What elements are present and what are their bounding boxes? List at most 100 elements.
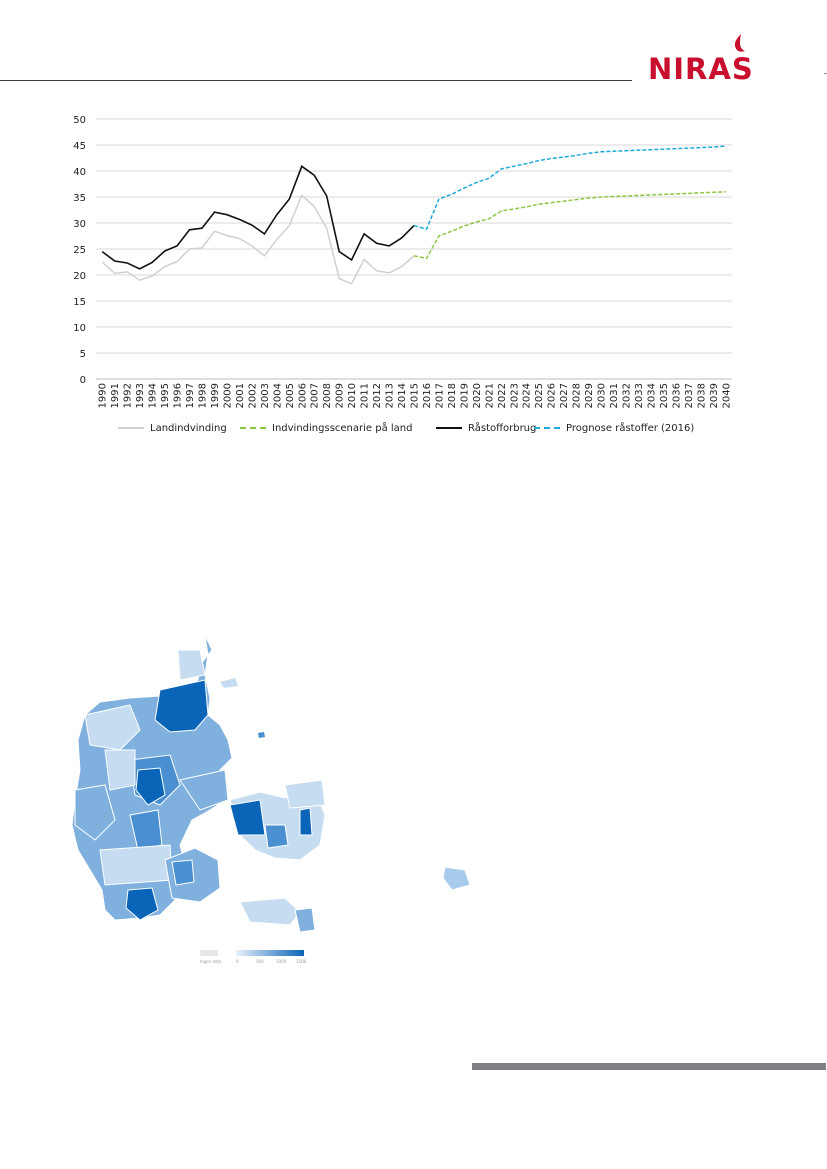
series-line-0 (101, 194, 415, 285)
legend-swatch (436, 427, 462, 429)
series-line-3 (413, 145, 726, 231)
map-region-falster (294, 907, 316, 933)
chart-legend: Landindvinding Indvindingsscenarie på la… (118, 418, 738, 438)
x-tick-label: 2012 (372, 383, 383, 408)
legend-item-landindvinding: Landindvinding (118, 418, 227, 438)
x-tick-label: 2038 (696, 383, 707, 408)
y-tick-label: 0 (80, 375, 86, 386)
x-tick-label: 2025 (534, 383, 545, 408)
map-region-zealand-mid (264, 824, 289, 849)
x-tick-label: 2005 (285, 383, 296, 408)
x-tick-label: 2017 (434, 383, 445, 408)
x-tick-label: 2036 (671, 383, 682, 408)
x-tick-label: 1998 (198, 383, 209, 408)
x-tick-label: 2015 (410, 383, 421, 408)
x-tick-label: 2020 (472, 383, 483, 408)
map-region-zealand-west (229, 799, 266, 836)
x-tick-label: 1990 (98, 383, 109, 408)
map-region-copenhagen (299, 807, 313, 836)
y-tick-label: 45 (73, 141, 86, 152)
margin-mark (824, 73, 827, 74)
map-region-westcoast (74, 784, 116, 841)
legend-item-indvindingsscenarie: Indvindingsscenarie på land (240, 418, 412, 438)
x-tick-label: 1991 (110, 383, 121, 408)
map-region-northeast (177, 649, 206, 681)
x-tick-label: 2001 (235, 383, 246, 408)
logo-wordmark: NIRAS (648, 52, 754, 86)
x-tick-label: 1995 (160, 383, 171, 408)
x-tick-label: 1993 (135, 383, 146, 408)
x-tick-label: 2037 (684, 383, 695, 408)
x-tick-label: 2009 (335, 383, 346, 408)
y-tick-label: 10 (73, 323, 86, 334)
footer-bar (472, 1063, 826, 1070)
header-divider (0, 80, 632, 81)
legend-label: Indvindingsscenarie på land (272, 422, 413, 434)
map-legend-gradient (236, 950, 304, 956)
y-tick-label: 15 (73, 297, 86, 308)
x-tick-label: 2023 (509, 383, 520, 408)
flame-icon (734, 34, 745, 52)
map-svg: Ingen data 0 500 1000 1500 (71, 634, 471, 964)
x-tick-label: 1997 (185, 383, 196, 408)
x-tick-label: 2033 (634, 383, 645, 408)
x-tick-label: 2013 (385, 383, 396, 408)
x-tick-label: 2040 (721, 383, 732, 408)
map-region-west-north (84, 704, 141, 751)
x-tick-label: 2004 (272, 383, 283, 408)
x-tick-label: 2028 (572, 383, 583, 408)
x-tick-label: 2029 (584, 383, 595, 408)
x-tick-label: 2022 (497, 383, 508, 408)
x-tick-label: 2016 (422, 383, 433, 408)
x-tick-label: 2006 (297, 383, 308, 408)
map-region-herning (104, 749, 136, 791)
map-legend-nodata-label: Ingen data (200, 959, 222, 964)
series-line-2 (101, 165, 415, 270)
map-legend-tick: 500 (256, 959, 264, 964)
y-tick-label: 5 (80, 349, 86, 360)
x-tick-label: 1999 (210, 383, 221, 408)
map-region-bornholm (442, 866, 471, 891)
x-tick-label: 1994 (148, 383, 159, 408)
x-tick-label: 2039 (709, 383, 720, 408)
map-region-sonderborg (125, 887, 159, 921)
x-tick-label: 2011 (360, 383, 371, 408)
niras-logo: NIRAS (640, 30, 790, 90)
map-legend-tick: 1500 (296, 959, 307, 964)
legend-item-rastofforbrug: Råstofforbrug (436, 418, 536, 438)
legend-swatch (240, 427, 266, 429)
y-tick-label: 30 (73, 219, 86, 230)
y-tick-label: 50 (73, 115, 86, 126)
x-tick-label: 1992 (123, 383, 134, 408)
legend-label: Landindvinding (150, 422, 227, 434)
x-tick-label: 2031 (609, 383, 620, 408)
map-region-aarhus (179, 769, 229, 811)
map-region-south (99, 844, 173, 886)
map-region-laeso (220, 678, 238, 688)
x-tick-label: 2014 (397, 383, 408, 408)
x-tick-label: 2030 (597, 383, 608, 408)
map-legend-nodata-swatch (200, 950, 218, 956)
y-tick-label: 20 (73, 271, 86, 282)
y-tick-label: 40 (73, 167, 86, 178)
x-tick-label: 2010 (347, 383, 358, 408)
map-region-anholt (258, 732, 265, 738)
map-legend-tick: 1000 (276, 959, 287, 964)
map-legend-tick: 0 (236, 959, 239, 964)
x-tick-label: 2026 (547, 383, 558, 408)
x-tick-label: 2027 (559, 383, 570, 408)
legend-swatch (534, 427, 560, 429)
x-tick-label: 2032 (622, 383, 633, 408)
x-tick-label: 1996 (173, 383, 184, 408)
map-region-lolland (239, 897, 301, 926)
legend-item-prognose: Prognose råstoffer (2016) (534, 418, 694, 438)
map-region-viborg (135, 767, 166, 806)
x-tick-label: 2003 (260, 383, 271, 408)
map-region-odense (171, 859, 195, 886)
denmark-choropleth-map: Ingen data 0 500 1000 1500 (60, 620, 480, 980)
legend-swatch (118, 427, 144, 429)
y-tick-label: 35 (73, 193, 86, 204)
x-tick-label: 2021 (484, 383, 495, 408)
series-line-1 (413, 191, 726, 260)
